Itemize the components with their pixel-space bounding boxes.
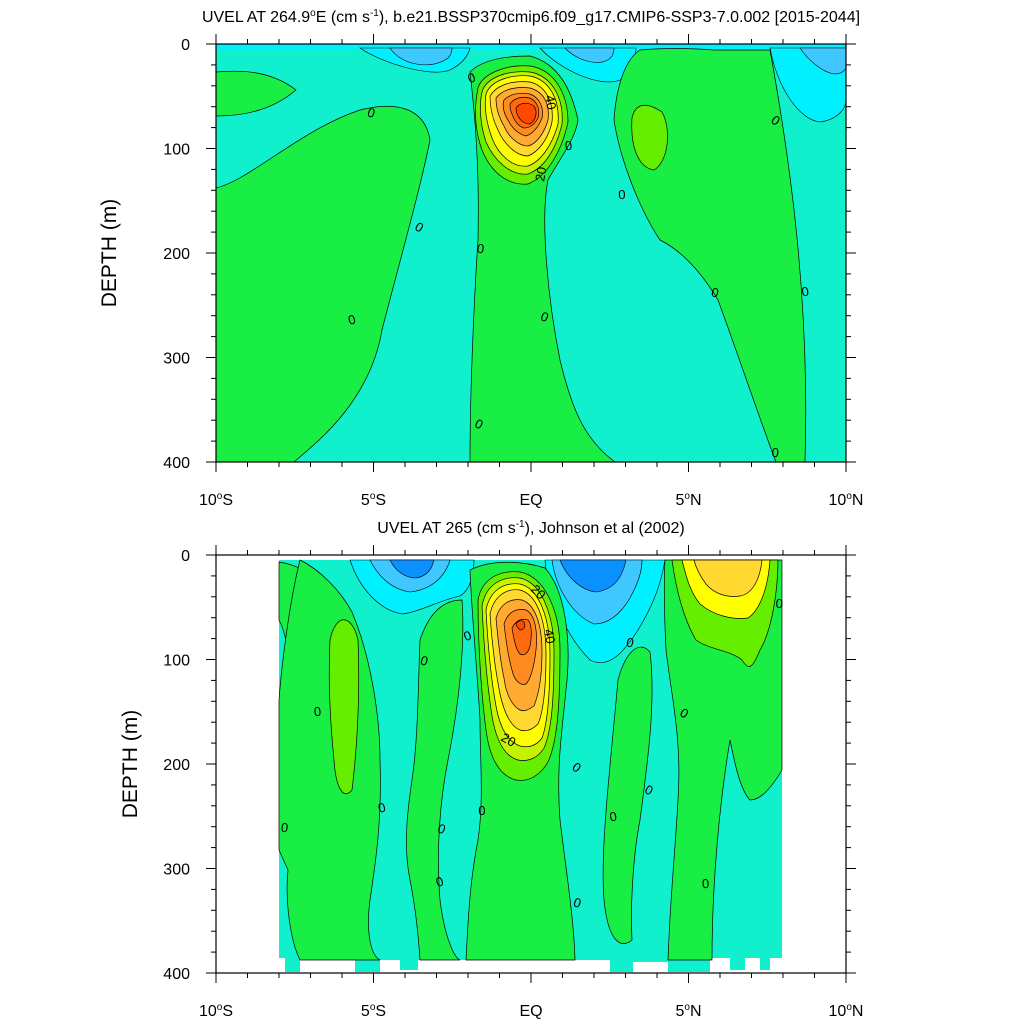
y-tick-label: 200	[163, 246, 190, 263]
top-axis-ticks	[206, 34, 856, 472]
top-title: UVEL AT 264.9oE (cm s-1), b.e21.BSSP370c…	[202, 8, 860, 26]
zero-contour-label: 0	[280, 820, 289, 836]
bottom-title: UVEL AT 265 (cm s-1), Johnson et al (200…	[377, 519, 684, 537]
bottom-contour-label-20-b: 20	[499, 730, 519, 750]
bottom-green-east-a	[602, 646, 653, 944]
zero-contour-label: 0	[366, 104, 377, 120]
top-y-axis-label: DEPTH (m)	[98, 199, 121, 308]
zero-contour-label: 0	[572, 894, 584, 911]
zero-contour-label: 0	[771, 445, 779, 460]
top-euc-core	[475, 65, 569, 185]
zero-contour-label: 0	[564, 138, 573, 154]
bottom-euc-level-8	[515, 620, 526, 631]
top-x-tick-labels: 10oS 5oS EQ 5oN 10oN	[199, 491, 863, 509]
y-tick-label: 200	[163, 757, 190, 774]
bottom-green-mid-west	[406, 599, 464, 961]
zero-contour-label: 0	[775, 596, 783, 611]
y-tick-label: 0	[181, 548, 190, 565]
x-tick-label: 5oS	[361, 491, 386, 509]
bottom-deep-blue-surface-west	[389, 559, 435, 579]
bottom-gold-east	[693, 559, 763, 597]
x-tick-label: 5oS	[361, 1002, 386, 1020]
zero-contour-label: 0	[618, 187, 625, 202]
y-tick-label: 400	[163, 455, 190, 472]
top-y-tick-labels: 0 100 200 300 400	[163, 37, 190, 472]
bottom-y-tick-labels: 0 100 200 300 400	[163, 548, 190, 983]
zero-contour-label: 0	[701, 876, 710, 892]
top-lime-east-spot	[631, 104, 668, 171]
top-surface-blue-west	[389, 47, 453, 66]
x-tick-label: 10oS	[199, 1002, 233, 1020]
bottom-x-tick-labels: 10oS 5oS EQ 5oN 10oN	[199, 1002, 863, 1020]
top-surface-westward	[216, 44, 846, 50]
top-panel: UVEL AT 264.9oE (cm s-1), b.e21.BSSP370c…	[98, 8, 863, 509]
bottom-deep-blue-surface-mid	[559, 559, 627, 593]
y-tick-label: 100	[163, 653, 190, 670]
y-tick-label: 0	[181, 37, 190, 54]
x-tick-label: 5oN	[675, 491, 701, 509]
bottom-lime-west-spot	[328, 619, 360, 795]
x-tick-label: EQ	[519, 1003, 542, 1020]
top-contour-label-40: 40	[542, 94, 559, 111]
top-contour-field	[216, 44, 846, 462]
zero-contour-label: 0	[465, 69, 477, 86]
bottom-axis-ticks	[206, 545, 856, 983]
zero-contour-label: 0	[313, 704, 322, 720]
bottom-contour-field	[278, 559, 783, 972]
zero-contour-label: 0	[376, 799, 387, 815]
bottom-y-axis-label: DEPTH (m)	[119, 710, 142, 819]
top-contour-label-20: 20	[532, 166, 549, 183]
zero-contour-label: 0	[434, 873, 446, 890]
bottom-euc-core	[477, 571, 561, 781]
x-tick-label: 10oN	[829, 491, 864, 509]
y-tick-label: 300	[163, 862, 190, 879]
zero-contour-label: 0	[461, 627, 473, 644]
zero-contour-label: 0	[419, 652, 430, 668]
bottom-euc-level-7	[511, 618, 532, 656]
x-tick-label: EQ	[519, 492, 542, 509]
bottom-panel: UVEL AT 265 (cm s-1), Johnson et al (200…	[119, 519, 863, 1020]
zero-contour-label: 0	[800, 284, 810, 300]
x-tick-label: 10oN	[829, 1002, 864, 1020]
y-tick-label: 400	[163, 966, 190, 983]
bottom-contour-label-40: 40	[541, 628, 558, 645]
zero-contour-label: 0	[346, 311, 357, 327]
top-euc-level-8	[515, 102, 537, 125]
x-tick-label: 10oS	[199, 491, 233, 509]
y-tick-label: 300	[163, 351, 190, 368]
zero-contour-label: 0	[608, 809, 618, 825]
top-green-west-blob	[216, 70, 297, 117]
zero-contour-label: 0	[478, 803, 485, 818]
zero-contour-label: 0	[625, 634, 635, 650]
top-surface-blue-mid	[564, 47, 615, 63]
zero-contour-label: 0	[710, 284, 720, 300]
y-tick-label: 100	[163, 142, 190, 159]
x-tick-label: 5oN	[675, 1002, 701, 1020]
top-green-west-body	[216, 106, 431, 462]
zero-contour-label: 0	[476, 241, 485, 257]
